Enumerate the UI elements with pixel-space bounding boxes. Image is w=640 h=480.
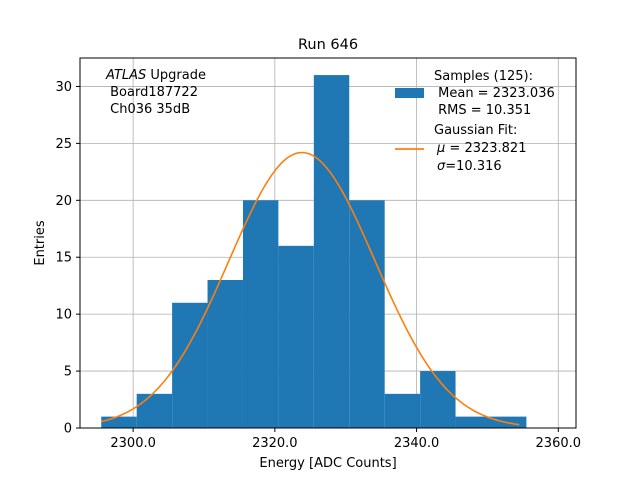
y-tick-label: 15	[55, 251, 72, 266]
x-tick-label: 2360.0	[536, 436, 582, 451]
chart-title: Run 646	[298, 37, 358, 53]
gaussian-fit	[101, 151, 520, 426]
y-tick-label: 5	[64, 365, 72, 380]
legend-rms: RMS = 10.351	[434, 103, 531, 118]
x-tick-label: 2300.0	[110, 436, 156, 451]
legend-fit-sigma: σ=10.316	[437, 159, 502, 174]
y-tick-label: 0	[64, 422, 72, 437]
legend-samples: Samples (125):	[434, 69, 533, 84]
legend-mean: Mean = 2323.036	[434, 86, 555, 101]
sigma-symbol: σ	[437, 159, 446, 174]
y-tick-label: 10	[55, 308, 72, 323]
legend-fit-title: Gaussian Fit:	[434, 123, 517, 138]
histogram-bar	[455, 416, 491, 428]
histogram-bar	[172, 302, 208, 428]
y-tick-label: 30	[55, 80, 72, 95]
histogram-bar	[207, 280, 243, 428]
x-axis-label: Energy [ADC Counts]	[259, 456, 396, 471]
legend-hist-swatch	[395, 88, 424, 98]
y-axis-ticks: 0 5 10 15 20 25 30	[55, 80, 80, 437]
x-tick-label: 2340.0	[394, 436, 440, 451]
mu-value: = 2323.821	[445, 141, 526, 156]
histogram-bars	[101, 75, 527, 429]
legend-fit-mu: μ = 2323.821	[436, 141, 526, 156]
y-axis-label: Entries	[33, 220, 48, 266]
annotation-line-1: ATLAS Upgrade	[105, 68, 206, 83]
x-tick-label: 2320.0	[252, 436, 298, 451]
annotation-atlas: ATLAS	[105, 68, 146, 83]
histogram-bar	[384, 393, 421, 428]
histogram-bar	[278, 245, 314, 428]
histogram-bar	[420, 371, 456, 428]
x-axis-ticks: 2300.0 2320.0 2340.0 2360.0	[110, 428, 581, 451]
legend: Samples (125): Mean = 2323.036 RMS = 10.…	[395, 69, 555, 174]
annotation-line-3: Ch036 35dB	[106, 102, 190, 117]
plot-frame	[79, 57, 577, 429]
sigma-value: =10.316	[445, 159, 501, 174]
mu-symbol: μ	[436, 141, 445, 156]
gaussian-fit-curve	[101, 151, 520, 426]
y-tick-label: 20	[55, 194, 72, 209]
histogram-bar	[349, 200, 385, 428]
histogram-bar	[313, 75, 350, 429]
annotation-upgrade: Upgrade	[146, 68, 206, 83]
annotation-line-2: Board187722	[106, 85, 198, 100]
histogram-bar	[242, 200, 279, 428]
histogram-bar	[101, 416, 137, 428]
y-tick-label: 25	[55, 137, 72, 152]
atlas-annotation: ATLAS Upgrade Board187722 Ch036 35dB	[105, 68, 206, 117]
histogram-bar	[136, 393, 173, 428]
